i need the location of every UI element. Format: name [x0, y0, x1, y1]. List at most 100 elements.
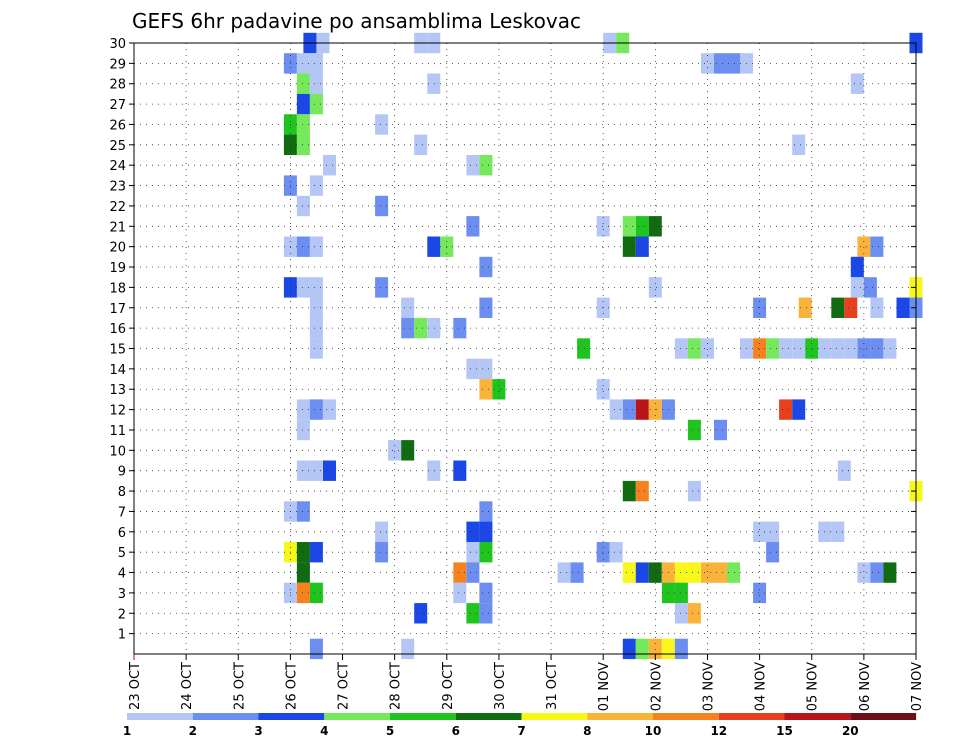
heatmap-cell	[479, 256, 493, 278]
heatmap-cell	[857, 236, 871, 257]
heatmap-cell	[309, 175, 323, 196]
colorbar-swatch	[127, 713, 193, 720]
y-axis-ticks: 1234567891011121314151617181920212223242…	[109, 37, 916, 643]
heatmap-cell	[492, 379, 506, 400]
heatmap-cell	[296, 114, 310, 135]
heatmap-cell	[296, 582, 310, 604]
y-tick-label: 12	[109, 404, 126, 419]
heatmap-cell	[883, 562, 897, 583]
heatmap-cell	[309, 297, 323, 318]
heatmap-cell	[427, 460, 441, 481]
heatmap-cell	[453, 582, 467, 604]
colorbar-swatch	[784, 713, 851, 720]
heatmap-cell	[414, 317, 428, 339]
heatmap-cell	[479, 297, 493, 318]
colorbar-label: 2	[189, 724, 197, 738]
y-tick-label: 20	[109, 241, 126, 256]
colorbar-swatch	[521, 713, 588, 720]
heatmap-cell	[850, 256, 864, 278]
x-tick-label: 27 OCT	[337, 662, 352, 710]
y-tick-label: 11	[109, 424, 126, 439]
heatmap-cells	[283, 32, 923, 660]
heatmap-cell	[798, 297, 812, 318]
heatmap-cell	[570, 562, 584, 583]
y-tick-label: 28	[109, 78, 126, 93]
heatmap-cell	[779, 338, 793, 359]
colorbar-label: 7	[517, 724, 525, 738]
y-tick-label: 25	[109, 139, 126, 154]
heatmap-cell	[309, 53, 323, 74]
heatmap-cell	[674, 338, 688, 359]
x-tick-label: 23 OCT	[128, 662, 143, 710]
heatmap-cell	[609, 399, 623, 420]
chart-title: GEFS 6hr padavine po ansamblima Leskovac	[132, 9, 581, 33]
heatmap-cell	[727, 53, 740, 74]
colorbar-swatch	[324, 713, 391, 720]
heatmap-cell	[687, 562, 701, 583]
x-tick-label: 24 OCT	[180, 662, 195, 710]
heatmap-cell	[701, 53, 714, 74]
colorbar-label: 12	[710, 724, 727, 738]
heatmap-cell	[479, 521, 493, 542]
y-tick-label: 27	[109, 98, 126, 113]
heatmap-cell	[296, 542, 310, 563]
colorbar-label: 15	[776, 724, 793, 738]
heatmap-cell	[687, 338, 701, 359]
colorbar-label: 10	[645, 724, 662, 738]
heatmap-cell	[863, 277, 877, 298]
heatmap-cell	[453, 317, 467, 339]
heatmap-cell	[622, 236, 636, 257]
heatmap-cell	[466, 155, 480, 176]
heatmap-cell	[309, 93, 323, 115]
heatmap-cell	[753, 582, 767, 604]
heatmap-cell	[870, 297, 884, 318]
x-tick-label: 01 NOV	[597, 662, 612, 711]
x-tick-label: 04 NOV	[754, 662, 769, 711]
heatmap-cell	[309, 638, 323, 660]
x-tick-label: 02 NOV	[649, 662, 664, 711]
y-tick-label: 4	[118, 567, 126, 582]
heatmap-cell	[674, 582, 688, 604]
heatmap-cell	[831, 297, 845, 318]
y-tick-label: 5	[118, 546, 126, 561]
heatmap-cell	[296, 236, 310, 257]
heatmap-cell	[701, 562, 714, 583]
heatmap-cell	[427, 317, 441, 339]
heatmap-cell	[296, 399, 310, 420]
heatmap-cell	[375, 277, 389, 298]
heatmap-cell	[701, 338, 714, 359]
heatmap-cell	[766, 338, 780, 359]
heatmap-cell	[453, 562, 467, 583]
heatmap-cell	[557, 562, 571, 583]
heatmap-cell	[577, 338, 591, 359]
heatmap-cell	[296, 195, 310, 217]
y-tick-label: 18	[109, 281, 126, 296]
y-tick-label: 13	[109, 383, 126, 398]
heatmap-cell	[674, 638, 688, 660]
heatmap-cell	[427, 236, 441, 257]
colorbar-swatch	[390, 713, 456, 720]
heatmap-cell	[296, 53, 310, 74]
heatmap-cell	[635, 399, 649, 420]
colorbar-label: 4	[320, 724, 328, 738]
heatmap-cell	[870, 338, 884, 359]
heatmap-cell	[427, 73, 441, 94]
heatmap-cell	[479, 379, 493, 400]
heatmap-cell	[857, 562, 871, 583]
heatmap-cell	[635, 638, 649, 660]
heatmap-cell	[648, 277, 662, 298]
x-tick-label: 03 NOV	[701, 662, 716, 711]
heatmap-cell	[388, 440, 402, 461]
heatmap-cell	[309, 73, 323, 94]
y-tick-label: 23	[109, 180, 126, 195]
heatmap-cell	[466, 562, 480, 583]
heatmap-cell	[466, 521, 480, 542]
colorbar-label: 3	[254, 724, 262, 738]
heatmap-cell	[648, 216, 662, 237]
heatmap-cell	[479, 582, 493, 604]
heatmap-cell	[596, 379, 610, 400]
colorbar-swatch	[587, 713, 654, 720]
x-tick-label: 30 OCT	[493, 662, 508, 710]
heatmap-cell	[323, 460, 336, 481]
